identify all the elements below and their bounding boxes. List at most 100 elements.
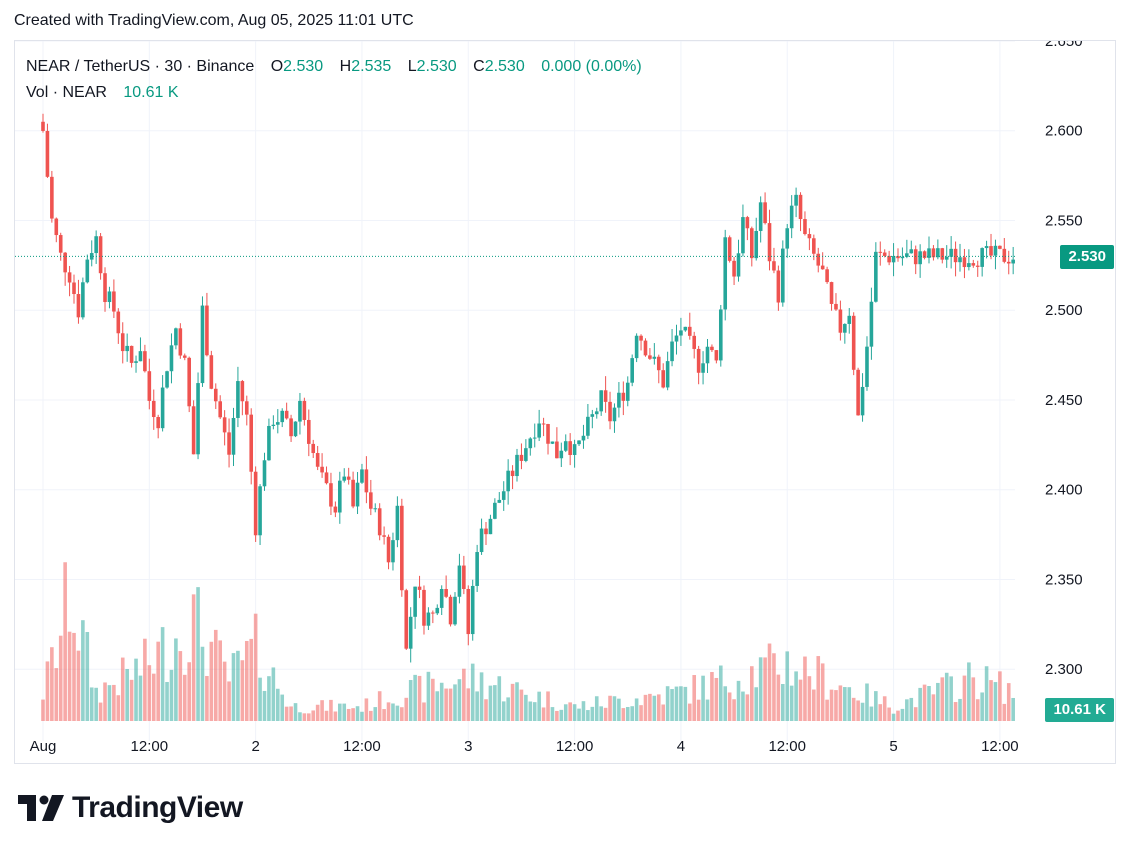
volume-bar bbox=[222, 661, 227, 721]
open-label: O bbox=[270, 58, 284, 75]
candle-body bbox=[178, 328, 183, 356]
candle-body bbox=[767, 223, 772, 262]
candle-body bbox=[559, 450, 564, 459]
candle-body bbox=[462, 565, 466, 589]
candle-body bbox=[191, 406, 196, 455]
candle-body bbox=[652, 356, 657, 359]
volume-bar bbox=[103, 682, 107, 721]
volume-bar bbox=[586, 710, 590, 721]
candle-body bbox=[882, 252, 887, 256]
volume-bar bbox=[670, 689, 674, 721]
volume-bar bbox=[493, 685, 497, 721]
candle-body bbox=[435, 607, 440, 614]
volume-bar bbox=[887, 707, 891, 721]
candle-body bbox=[439, 589, 444, 608]
ohlc-row: NEAR / TetherUS · 30 · Binance O2.530 H2… bbox=[26, 54, 642, 80]
volume-bar bbox=[1002, 703, 1007, 721]
y-tick-label: 2.650 bbox=[1045, 41, 1083, 50]
volume-bar bbox=[1006, 683, 1011, 721]
candle-body bbox=[789, 205, 794, 229]
volume-bar bbox=[284, 706, 289, 721]
candle-body bbox=[493, 502, 497, 519]
candle-body bbox=[182, 355, 187, 358]
volume-bar bbox=[874, 691, 878, 721]
candle-body bbox=[470, 585, 475, 635]
volume-bar bbox=[497, 676, 502, 721]
last-volume-tag: 10.61 K bbox=[1045, 698, 1114, 722]
volume-bar bbox=[825, 699, 829, 721]
volume-bar bbox=[905, 699, 909, 721]
volume-bar bbox=[630, 706, 634, 721]
volume-bar bbox=[200, 646, 205, 721]
candle-body bbox=[692, 335, 697, 349]
candle-body bbox=[400, 505, 404, 591]
volume-bar bbox=[931, 694, 936, 721]
candle-body bbox=[674, 335, 679, 342]
candle-body bbox=[169, 345, 174, 372]
volume-bar bbox=[205, 675, 209, 721]
volume-bar bbox=[218, 640, 222, 721]
candle-body bbox=[714, 350, 719, 361]
y-tick-label: 2.350 bbox=[1045, 571, 1083, 588]
volume-bar bbox=[856, 700, 860, 721]
volume-bar bbox=[723, 686, 728, 721]
candle-body bbox=[776, 270, 781, 303]
candle-body bbox=[594, 411, 599, 415]
volume-bar bbox=[687, 703, 692, 721]
candle-body bbox=[781, 248, 785, 303]
volume-bar bbox=[869, 706, 874, 721]
volume-bar bbox=[958, 698, 962, 721]
candle-body bbox=[360, 469, 364, 483]
volume-bar bbox=[355, 706, 360, 721]
volume-bar bbox=[182, 674, 187, 721]
candle-body bbox=[510, 470, 515, 477]
low-label: L bbox=[407, 58, 417, 75]
candle-body bbox=[794, 194, 798, 206]
volume-bar bbox=[267, 676, 271, 721]
candle-body bbox=[244, 401, 249, 415]
volume-bar bbox=[639, 705, 643, 721]
candle-body bbox=[971, 263, 976, 266]
volume-bar bbox=[311, 710, 316, 721]
candle-body bbox=[785, 228, 790, 249]
chart-frame[interactable]: 2.300 2.350 2.400 2.450 2.500 2.550 2.600 2.650… bbox=[14, 40, 1116, 764]
volume-bar bbox=[244, 640, 249, 721]
y-tick-label: 2.300 bbox=[1045, 661, 1083, 678]
volume-bar bbox=[120, 657, 125, 721]
volume-bar bbox=[289, 706, 293, 721]
candle-body bbox=[200, 305, 205, 384]
candle-body bbox=[355, 482, 360, 507]
candle-body bbox=[373, 508, 378, 510]
volume-bar bbox=[178, 651, 183, 721]
volume-bar bbox=[165, 681, 169, 721]
volume-bar bbox=[882, 696, 887, 721]
candle-body bbox=[537, 423, 541, 438]
candle-body bbox=[856, 369, 860, 416]
tradingview-logo[interactable]: TradingView bbox=[18, 790, 243, 826]
candle-body bbox=[679, 330, 683, 336]
volume-bar bbox=[555, 710, 559, 721]
candle-body bbox=[860, 386, 865, 416]
volume-bar bbox=[81, 620, 85, 721]
volume-bar bbox=[45, 661, 50, 721]
volume-bar bbox=[625, 706, 630, 721]
volume-bar bbox=[617, 698, 621, 721]
volume-bar bbox=[231, 653, 236, 721]
volume-bar bbox=[679, 686, 683, 721]
symbol-label[interactable]: NEAR / TetherUS · 30 · Binance bbox=[26, 58, 255, 75]
candle-body bbox=[222, 417, 227, 433]
price-chart[interactable]: 2.300 2.350 2.400 2.450 2.500 2.550 2.600 2.650… bbox=[15, 41, 1115, 763]
candle-body bbox=[107, 291, 112, 303]
volume-value: 10.61 K bbox=[123, 84, 179, 101]
volume-bar bbox=[125, 669, 129, 721]
volume-bar bbox=[577, 708, 581, 721]
volume-bar bbox=[85, 632, 90, 721]
volume-bar bbox=[457, 679, 462, 721]
candle-body bbox=[550, 441, 555, 444]
volume-label[interactable]: Vol · NEAR bbox=[26, 84, 107, 101]
volume-bar bbox=[781, 684, 785, 721]
volume-bar bbox=[156, 641, 160, 721]
volume-bar bbox=[971, 677, 976, 721]
candle-body bbox=[98, 236, 103, 274]
candle-body bbox=[763, 202, 767, 224]
